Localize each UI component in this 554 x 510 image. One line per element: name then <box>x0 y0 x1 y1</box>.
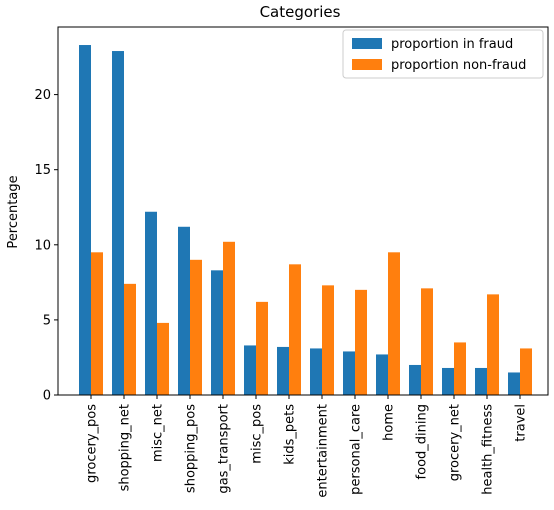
x-tick-label-personal-care: personal_care <box>349 404 364 495</box>
bar-non-fraud-health-fitness <box>487 294 499 395</box>
bar-fraud-food-dining <box>409 364 421 395</box>
y-tick-label: 10 <box>34 238 51 253</box>
legend-label-fraud: proportion in fraud <box>391 37 513 52</box>
x-tick-label-health-fitness: health_fitness <box>481 404 496 495</box>
x-tick-label-home: home <box>382 404 397 441</box>
y-tick-label: 20 <box>34 88 51 103</box>
y-tick-label: 0 <box>43 389 51 404</box>
bars-layer <box>79 45 532 396</box>
x-tick-label-gas-transport: gas_transport <box>217 404 232 494</box>
bar-non-fraud-grocery-net <box>454 342 466 395</box>
plot-frame <box>57 26 549 396</box>
x-tick-label-food-dining: food_dining <box>415 404 430 479</box>
bar-fraud-personal-care <box>343 351 355 395</box>
y-tick-label: 15 <box>34 163 51 178</box>
bar-fraud-health-fitness <box>475 367 487 395</box>
legend-swatch-fraud <box>352 38 382 49</box>
x-tick-label-grocery-pos: grocery_pos <box>85 404 100 483</box>
legend-swatch-non-fraud <box>352 59 382 70</box>
chart-title: Categories <box>260 3 341 21</box>
bar-fraud-kids-pets <box>277 346 289 395</box>
bar-fraud-shopping-net <box>112 51 124 395</box>
legend-label-non-fraud: proportion non-fraud <box>391 58 526 73</box>
bar-non-fraud-entertainment <box>322 285 334 395</box>
bar-non-fraud-kids-pets <box>289 264 301 395</box>
axes-layer: 0 5 10 15 20 grocery_pos shopping_net misc_net s… <box>34 26 549 498</box>
x-tick-label-shopping-net: shopping_net <box>118 404 133 491</box>
x-tick-label-misc-pos: misc_pos <box>250 404 265 464</box>
legend-box <box>342 29 544 79</box>
bar-fraud-home <box>376 354 388 395</box>
bar-fraud-shopping-pos <box>178 226 190 395</box>
bar-non-fraud-personal-care <box>355 289 367 395</box>
bar-non-fraud-travel <box>520 348 532 395</box>
bar-non-fraud-misc-net <box>157 322 169 395</box>
bar-fraud-grocery-net <box>442 367 454 395</box>
x-tick-label-entertainment: entertainment <box>316 404 331 498</box>
bar-fraud-gas-transport <box>211 270 223 395</box>
bar-fraud-grocery-pos <box>79 45 91 396</box>
bar-fraud-misc-pos <box>244 345 256 395</box>
x-tick-label-grocery-net: grocery_net <box>448 404 463 481</box>
bar-non-fraud-food-dining <box>421 288 433 395</box>
bar-fraud-entertainment <box>310 348 322 395</box>
bar-non-fraud-shopping-net <box>124 283 136 395</box>
y-tick-label: 5 <box>43 313 51 328</box>
x-tick-label-misc-net: misc_net <box>151 404 166 462</box>
bar-non-fraud-grocery-pos <box>91 252 103 395</box>
x-tick-label-shopping-pos: shopping_pos <box>184 404 199 493</box>
legend: proportion in fraud proportion non-fraud <box>342 29 544 79</box>
x-tick-label-kids-pets: kids_pets <box>283 404 298 465</box>
bar-non-fraud-misc-pos <box>256 301 268 395</box>
bar-non-fraud-home <box>388 252 400 395</box>
bar-non-fraud-gas-transport <box>223 241 235 395</box>
bar-non-fraud-shopping-pos <box>190 259 202 395</box>
bar-fraud-misc-net <box>145 211 157 395</box>
y-axis-label: Percentage <box>6 175 21 248</box>
x-tick-label-travel: travel <box>514 404 529 442</box>
bar-fraud-travel <box>508 372 520 395</box>
